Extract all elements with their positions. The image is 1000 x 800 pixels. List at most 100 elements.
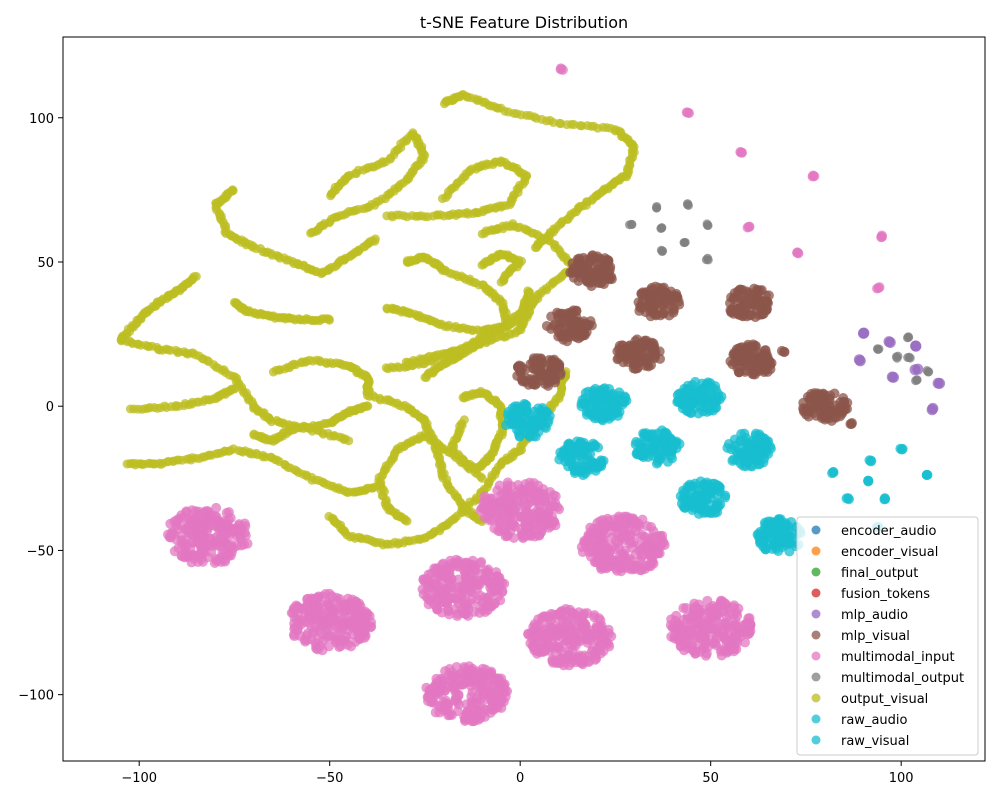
mlp-visual-point <box>804 406 815 417</box>
multimodal-input-point <box>595 615 606 626</box>
output-visual-point <box>229 297 239 307</box>
output-visual-point <box>344 436 354 446</box>
mlp-visual-point <box>644 347 655 358</box>
multimodal-input-point <box>534 500 545 511</box>
multimodal-input-point <box>655 539 666 550</box>
multimodal-input-point <box>196 548 207 559</box>
multimodal-input-point <box>288 607 299 618</box>
multimodal-input-point <box>460 593 471 604</box>
raw-audio-point <box>576 438 587 449</box>
series-output_visual <box>116 89 639 550</box>
raw-audio-point <box>563 455 574 466</box>
multimodal-input-point <box>312 644 323 655</box>
multimodal-input-point <box>675 641 686 652</box>
multimodal-input-point <box>640 560 651 571</box>
multimodal-input-point <box>511 501 522 512</box>
multimodal-input-point <box>450 592 461 603</box>
multimodal-input-point <box>556 653 567 664</box>
multimodal-input-point <box>432 594 443 605</box>
multimodal-input-point <box>192 557 203 568</box>
raw-audio-point <box>528 431 539 442</box>
multimodal-input-point <box>443 567 454 578</box>
mlp-visual-point <box>658 289 669 300</box>
output-visual-point <box>306 228 316 238</box>
multimodal-input-point <box>538 489 549 500</box>
raw-audio-point <box>684 481 695 492</box>
multimodal-input-point <box>342 639 353 650</box>
multimodal-input-point <box>591 653 602 664</box>
raw-audio-point <box>564 438 575 449</box>
raw-audio-point <box>784 538 795 549</box>
multimodal-input-point <box>303 617 314 628</box>
multimodal-input-point <box>211 555 222 566</box>
mlp-visual-point <box>553 312 564 323</box>
raw-audio-point <box>703 380 714 391</box>
mlp-visual-point <box>554 359 565 370</box>
output-visual-point <box>420 372 430 382</box>
mlp-visual-point <box>567 316 578 327</box>
multimodal-input-point <box>744 623 755 634</box>
multimodal-input-point <box>593 532 604 543</box>
mlp-visual-point <box>565 267 576 278</box>
mlp-visual-point <box>725 305 736 316</box>
multimodal-input-point <box>469 606 480 617</box>
multimodal-input-point <box>635 531 646 542</box>
mlp-visual-point <box>540 371 551 382</box>
multimodal-input-point <box>300 636 311 647</box>
multimodal-input-point <box>623 563 634 574</box>
multimodal-input-point <box>200 516 211 527</box>
multimodal-input-point <box>331 592 342 603</box>
raw-audio-point <box>686 397 697 408</box>
raw-audio-point <box>554 454 565 465</box>
multimodal-input-point <box>483 564 494 575</box>
raw-audio-point <box>711 500 722 511</box>
multimodal-input-point <box>461 557 472 568</box>
multimodal-input-point <box>517 531 528 542</box>
multimodal-input-point <box>520 486 531 497</box>
raw-audio-point <box>728 454 739 465</box>
multimodal-input-point <box>361 621 372 631</box>
raw-audio-point <box>740 456 751 467</box>
raw-audio-point <box>783 525 794 536</box>
mlp-visual-point <box>846 419 857 430</box>
raw-audio-point <box>674 396 685 407</box>
raw-audio-point <box>685 495 696 506</box>
output-visual-point <box>523 286 533 296</box>
mlp-visual-point <box>517 373 527 384</box>
mlp-visual-point <box>776 345 787 356</box>
mlp-visual-point <box>553 331 564 342</box>
mlp-visual-point <box>645 306 656 317</box>
mlp-visual-point <box>632 362 643 373</box>
raw-audio-point <box>770 517 781 528</box>
mlp-visual-point <box>747 349 758 360</box>
mlp-visual-point <box>829 412 840 423</box>
mlp-visual-point <box>749 366 760 377</box>
multimodal-input-point <box>646 550 657 561</box>
multimodal-input-point <box>554 504 565 515</box>
multimodal-input-point <box>216 519 227 530</box>
output-visual-point <box>191 271 201 281</box>
multimodal-input-point <box>310 596 321 607</box>
multimodal-input-point <box>684 625 695 636</box>
mlp-visual-point <box>810 390 820 401</box>
raw-audio-point <box>512 418 523 429</box>
mlp-visual-point <box>757 309 768 320</box>
multimodal-input-point <box>336 626 347 637</box>
mlp-visual-point <box>599 253 610 264</box>
raw-audio-point <box>708 484 719 495</box>
mlp-visual-point <box>604 264 615 275</box>
mlp-visual-point <box>749 299 760 310</box>
raw-audio-point <box>758 541 769 552</box>
multimodal-input-point <box>434 707 445 718</box>
plot-area <box>116 63 946 727</box>
mlp-visual-point <box>741 286 752 297</box>
multimodal-input-point <box>533 480 544 491</box>
multimodal-input-point <box>197 526 208 537</box>
raw-audio-point <box>775 535 786 546</box>
multimodal-input-point <box>722 602 733 613</box>
multimodal-input-point <box>544 504 555 515</box>
mlp-visual-point <box>563 332 574 343</box>
multimodal-input-point <box>698 619 709 630</box>
multimodal-input-point <box>595 639 606 650</box>
